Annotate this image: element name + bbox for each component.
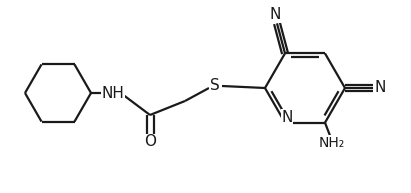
Text: N: N bbox=[281, 110, 293, 125]
Text: N: N bbox=[374, 80, 386, 96]
Text: N: N bbox=[269, 7, 281, 22]
Text: O: O bbox=[144, 135, 156, 150]
Text: S: S bbox=[210, 79, 220, 93]
Text: NH: NH bbox=[102, 85, 125, 101]
Text: NH₂: NH₂ bbox=[319, 136, 345, 150]
